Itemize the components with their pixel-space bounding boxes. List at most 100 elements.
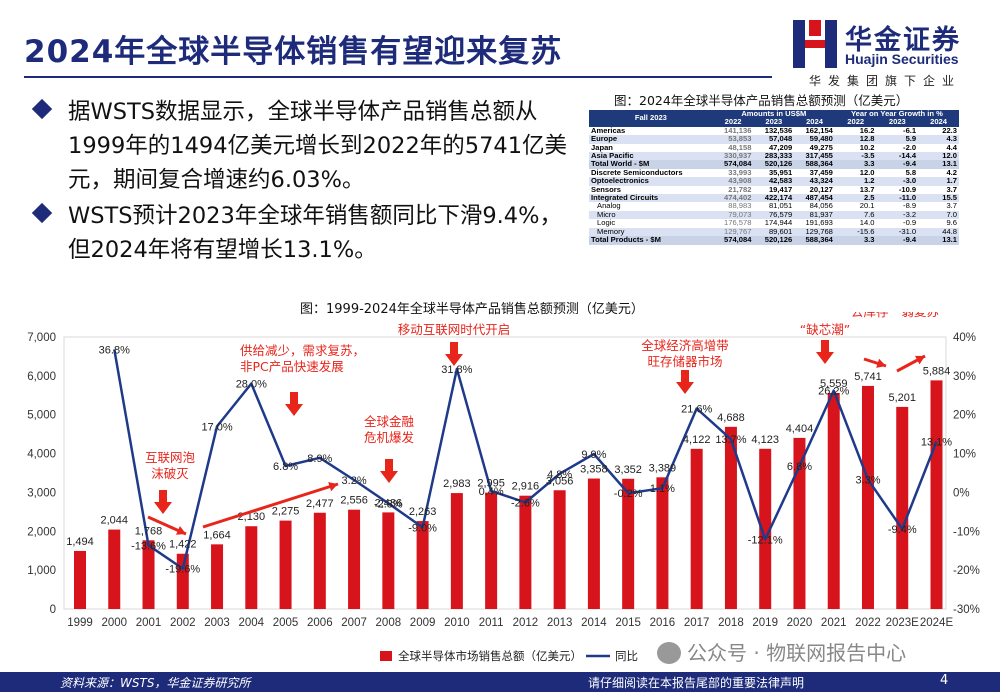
table-cell: 44.8 (918, 227, 959, 237)
table-cell: 12.0 (859, 167, 875, 177)
x-tick-label: 2005 (273, 617, 299, 629)
annotation: 供给减少，需求复苏，非PC产品快速发展 (240, 343, 365, 374)
x-tick-label: 2012 (513, 617, 539, 629)
annotation: “去库存”“弱复苏” (845, 312, 946, 319)
bar (656, 477, 669, 609)
annotation: 互联网泡沫破灭 (145, 450, 196, 481)
bar-value-label: 2,263 (409, 506, 437, 518)
chart-caption: 图：1999-2024年全球半导体产品销售总额预测（亿美元） (300, 302, 644, 317)
table-cell: 89,601 (753, 227, 795, 237)
table-cell-label: Total World - $M (589, 160, 713, 169)
legend-line-label: 同比 (615, 649, 638, 663)
table-cell: -3.5 (834, 151, 877, 161)
legend-bar-swatch (380, 651, 392, 661)
watermark-text: 公众号 · 物联网报告中心 (687, 641, 907, 665)
arrow-head-icon (876, 358, 886, 368)
down-arrow-icon (445, 342, 463, 366)
table-cell: 520,126 (753, 235, 795, 245)
y-left-tick-label: 4,000 (27, 449, 56, 461)
annotation-line: 非PC产品快速发展 (240, 359, 344, 374)
table-cell: 7.0 (918, 210, 959, 220)
table-row: Asia Pacific 330,937 283,333 317,455 -3.5 -14… (589, 151, 959, 161)
table-cell: 12.8 (834, 134, 877, 144)
x-tick-label: 2009 (410, 617, 436, 629)
table-cell: 487,454 (794, 193, 835, 203)
table-row: Sensors 21,782 19,417 20,127 13.7 -10.9 3.7 (589, 184, 959, 194)
table-cell: 283,333 (753, 151, 795, 161)
bar-value-label: 3,389 (649, 462, 677, 474)
bar-value-label: 2,275 (272, 506, 300, 518)
table-cell: 9.6 (946, 218, 957, 228)
table-cell: -11.0 (876, 193, 919, 203)
table-cell: 13.7 (859, 184, 875, 194)
x-tick-label: 1999 (67, 617, 93, 629)
x-tick-label: 2014 (581, 617, 607, 629)
table-cell-label: Memory (589, 227, 713, 237)
bar-value-label: 1,422 (169, 539, 197, 551)
diamond-bullet-icon (31, 98, 53, 120)
yoy-value-label: 36.8% (99, 344, 130, 356)
table-cell-label: Europe (589, 134, 713, 144)
x-tick-label: 2019 (752, 617, 778, 629)
table-cell-label: Integrated Circuits (589, 193, 713, 203)
bar (622, 478, 635, 609)
y-left-tick-label: 6,000 (27, 371, 56, 383)
table-cell: 474,402 (712, 193, 754, 203)
table-cell: 84,056 (809, 201, 833, 211)
table-cell: 422,174 (753, 193, 795, 203)
wechat-icon (657, 642, 681, 664)
bar (313, 512, 326, 609)
table-cell: 317,455 (794, 151, 835, 161)
x-tick-label: 2003 (204, 617, 230, 629)
table-cell: 43,908 (712, 176, 754, 186)
yoy-value-label: 31.8% (441, 364, 472, 376)
table-cell: 4.4 (946, 142, 957, 152)
x-tick-label: 2024E (920, 617, 954, 629)
yoy-value-label: 9.9% (581, 449, 606, 461)
table-cell: 1.2 (834, 176, 877, 186)
table-cell: 53,853 (712, 134, 754, 144)
table-caption: 图：2024年全球半导体产品销售总额预测（亿美元） (614, 93, 909, 108)
bar (279, 520, 292, 609)
table-cell: 141,136 (724, 125, 752, 135)
table-header-row: 2022 2023 2024 2022 2023 2024 (589, 117, 959, 127)
table-header-cell: 2023 (753, 117, 795, 127)
table-row: Logic 176,578 174,944 191,693 14.0 -0.9 9.6 (589, 218, 959, 228)
x-tick-label: 2018 (718, 617, 744, 629)
yoy-value-label: 21.6% (681, 403, 712, 415)
annotation-line: 全球经济高增带 (641, 338, 729, 353)
footer-bar: 资料来源：WSTS，华金证券研究所 请仔细阅读在本报告尾部的重要法律声明 4 (0, 672, 1000, 692)
y-left-tick-label: 0 (50, 604, 56, 616)
table-cell: 21,782 (728, 184, 752, 194)
bar-value-label: 1,494 (66, 536, 94, 548)
yoy-value-label: 13.1% (921, 437, 952, 449)
table-cell-label: Micro (589, 210, 713, 220)
yoy-value-label: 6.8% (787, 461, 812, 473)
legal-notice: 请仔细阅读在本报告尾部的重要法律声明 (588, 676, 805, 690)
y-left-tick-label: 5,000 (27, 410, 56, 422)
yoy-value-label: 4.8% (547, 469, 572, 481)
table-row: Memory 129,767 89,601 129,768 -15.6 -31.0 44.8 (589, 227, 959, 237)
watermark: 公众号 · 物联网报告中心 (657, 637, 906, 666)
table-cell: -10.9 (898, 184, 917, 194)
table-row: Total Products - $M 574,084 520,126 588,364… (589, 235, 959, 245)
table-cell: 59,480 (794, 134, 835, 144)
bullet-text: WSTS预计2023年全球年销售额同比下滑9.4%，但2024年将有望增长13.… (68, 203, 562, 263)
table-cell: 81,937 (794, 210, 835, 220)
bullet-list: 据WSTS数据显示，全球半导体产品销售总额从1999年的1494亿美元增长到20… (30, 95, 570, 269)
table-cell: 37,459 (809, 167, 833, 177)
yoy-value-label: 0.4% (479, 486, 504, 498)
bar-value-label: 4,122 (683, 434, 711, 446)
bar (793, 437, 806, 609)
annotation-line: 沫破灭 (151, 466, 189, 481)
x-tick-label: 2011 (479, 617, 504, 629)
yoy-value-label: -2.8% (374, 498, 403, 510)
x-tick-label: 2022 (855, 617, 881, 629)
legend-bar-label: 全球半导体市场销售总额（亿美元） (398, 649, 582, 663)
bar-value-label: 2,486 (375, 497, 403, 509)
table-row: Europe 53,853 57,048 59,480 12.8 5.9 4.3 (589, 134, 959, 144)
bar-value-label: 4,123 (751, 434, 779, 446)
table-row: Micro 79,073 76,579 81,937 7.6 -3.2 7.0 (589, 210, 959, 220)
down-arrow-icon (285, 392, 303, 416)
table-header-cell: Year on Year Growth in % (834, 109, 959, 119)
